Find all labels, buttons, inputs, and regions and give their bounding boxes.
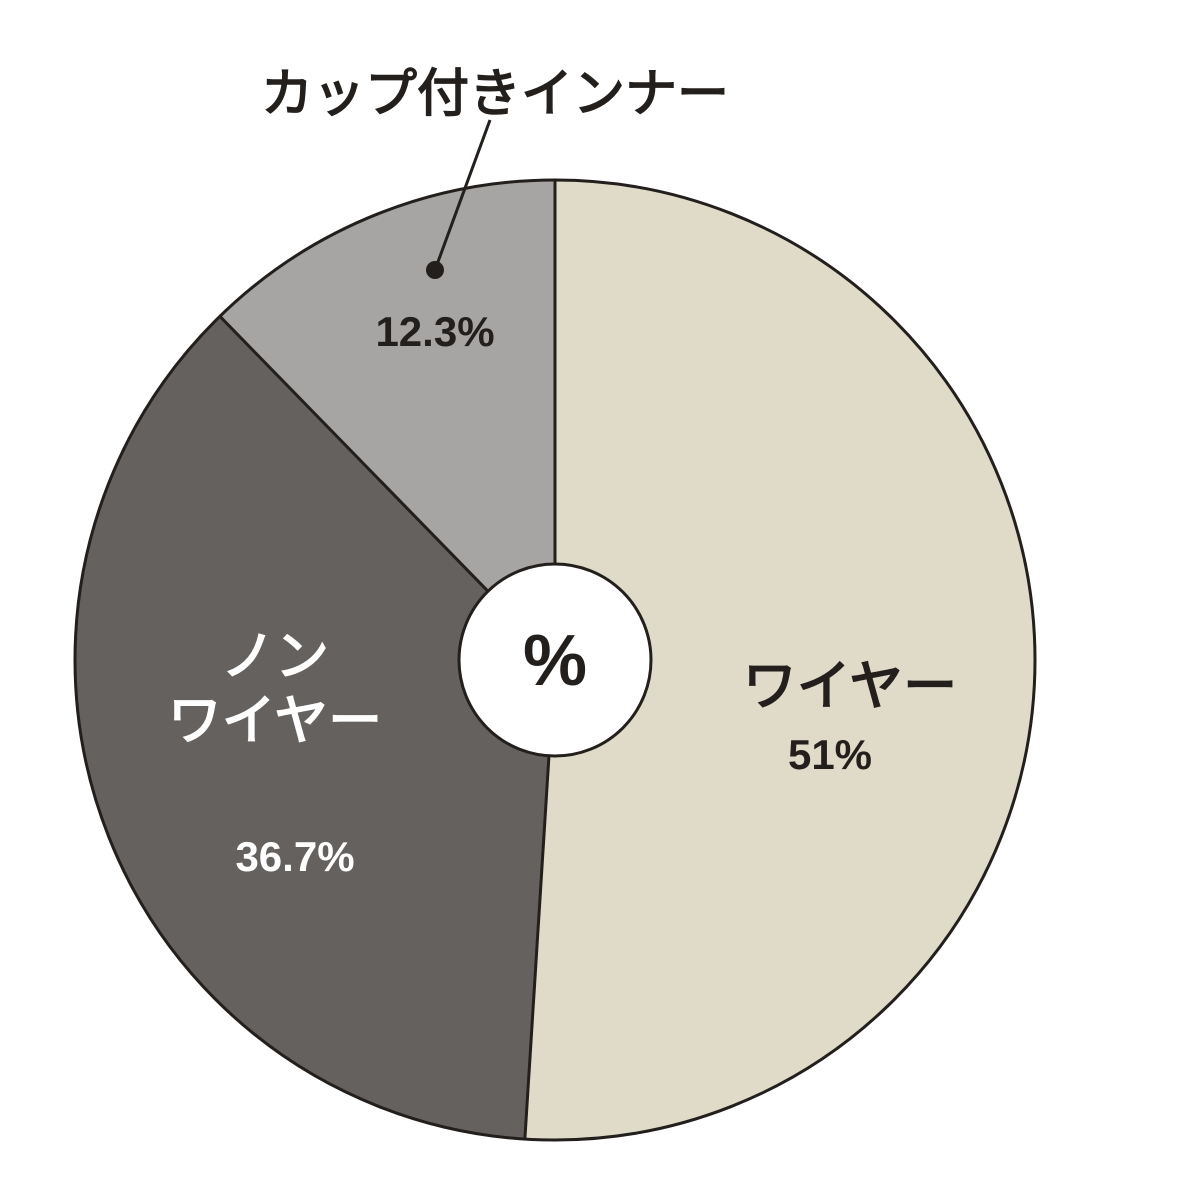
slice-label-nonwire: ノン xyxy=(221,626,329,686)
callout-dot xyxy=(426,261,444,279)
slice-label-wire: ワイヤー xyxy=(743,656,957,716)
slice-value-wire: 51% xyxy=(788,731,872,778)
slice-label-nonwire: ワイヤー xyxy=(168,691,382,751)
slice-value-nonwire: 36.7% xyxy=(235,833,354,880)
pie-svg: %ワイヤー51%ノンワイヤー36.7%12.3%カップ付きインナー xyxy=(0,0,1200,1200)
pie-chart: %ワイヤー51%ノンワイヤー36.7%12.3%カップ付きインナー xyxy=(0,0,1200,1200)
slice-value-cupinner: 12.3% xyxy=(375,308,494,355)
callout-text: カップ付きインナー xyxy=(261,66,729,124)
donut-label: % xyxy=(523,621,587,701)
